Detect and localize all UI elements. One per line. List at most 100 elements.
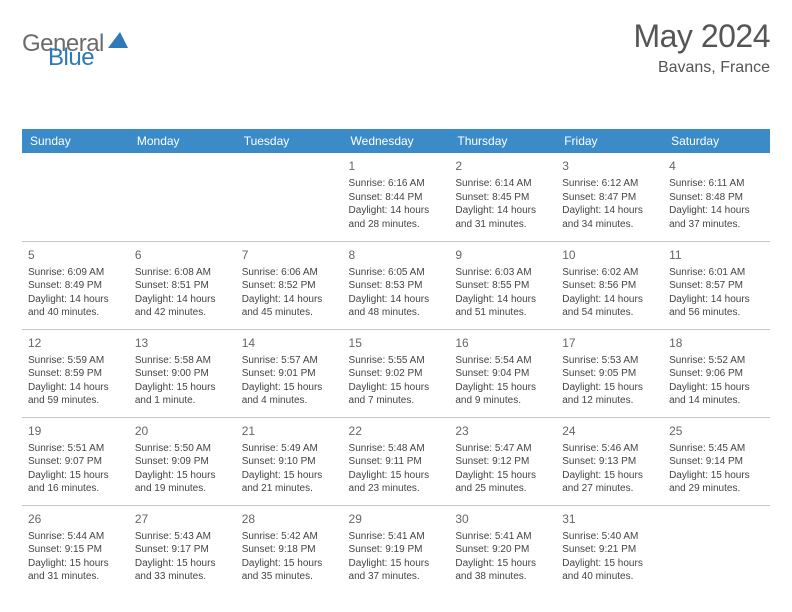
sunset-line: Sunset: 9:11 PM [349, 455, 444, 469]
sunrise-line: Sunrise: 5:51 AM [28, 442, 123, 456]
sunset-line: Sunset: 8:51 PM [135, 279, 230, 293]
day-number: 28 [242, 511, 337, 527]
day-number: 8 [349, 247, 444, 263]
day-number: 25 [669, 423, 764, 439]
daylight-line: Daylight: 15 hours and 1 minute. [135, 381, 230, 408]
sunset-line: Sunset: 9:13 PM [562, 455, 657, 469]
weekday-header: Tuesday [236, 129, 343, 153]
sunrise-line: Sunrise: 6:16 AM [349, 177, 444, 191]
sunrise-line: Sunrise: 5:40 AM [562, 530, 657, 544]
weekday-header-row: SundayMondayTuesdayWednesdayThursdayFrid… [22, 129, 770, 153]
day-number: 21 [242, 423, 337, 439]
logo-text-blue: Blue [48, 44, 94, 71]
sunset-line: Sunset: 8:52 PM [242, 279, 337, 293]
sunset-line: Sunset: 9:02 PM [349, 367, 444, 381]
daylight-line: Daylight: 15 hours and 7 minutes. [349, 381, 444, 408]
sunset-line: Sunset: 8:59 PM [28, 367, 123, 381]
calendar-day-cell: 2Sunrise: 6:14 AMSunset: 8:45 PMDaylight… [449, 153, 556, 241]
calendar-day-cell: 21Sunrise: 5:49 AMSunset: 9:10 PMDayligh… [236, 417, 343, 505]
daylight-line: Daylight: 14 hours and 56 minutes. [669, 293, 764, 320]
day-number: 14 [242, 335, 337, 351]
day-number: 16 [455, 335, 550, 351]
sunset-line: Sunset: 9:20 PM [455, 543, 550, 557]
calendar-day-cell: 4Sunrise: 6:11 AMSunset: 8:48 PMDaylight… [663, 153, 770, 241]
day-number: 3 [562, 158, 657, 174]
calendar-day-cell: 6Sunrise: 6:08 AMSunset: 8:51 PMDaylight… [129, 241, 236, 329]
daylight-line: Daylight: 15 hours and 27 minutes. [562, 469, 657, 496]
sunset-line: Sunset: 8:48 PM [669, 191, 764, 205]
sunrise-line: Sunrise: 5:48 AM [349, 442, 444, 456]
sunset-line: Sunset: 9:18 PM [242, 543, 337, 557]
sunset-line: Sunset: 9:21 PM [562, 543, 657, 557]
day-number: 5 [28, 247, 123, 263]
logo-triangle-icon [108, 32, 128, 53]
sunset-line: Sunset: 9:14 PM [669, 455, 764, 469]
calendar-day-cell: 23Sunrise: 5:47 AMSunset: 9:12 PMDayligh… [449, 417, 556, 505]
daylight-line: Daylight: 15 hours and 31 minutes. [28, 557, 123, 584]
sunrise-line: Sunrise: 5:41 AM [349, 530, 444, 544]
sunset-line: Sunset: 9:17 PM [135, 543, 230, 557]
daylight-line: Daylight: 15 hours and 12 minutes. [562, 381, 657, 408]
day-number: 30 [455, 511, 550, 527]
daylight-line: Daylight: 14 hours and 48 minutes. [349, 293, 444, 320]
sunset-line: Sunset: 8:56 PM [562, 279, 657, 293]
day-number: 27 [135, 511, 230, 527]
sunrise-line: Sunrise: 5:54 AM [455, 354, 550, 368]
calendar-day-cell: 29Sunrise: 5:41 AMSunset: 9:19 PMDayligh… [343, 505, 450, 593]
calendar-week-row: 12Sunrise: 5:59 AMSunset: 8:59 PMDayligh… [22, 329, 770, 417]
day-number: 9 [455, 247, 550, 263]
calendar-day-cell: 26 Sunrise: 5:44 AMSunset: 9:15 PMDayligh… [22, 505, 129, 593]
daylight-line: Daylight: 15 hours and 29 minutes. [669, 469, 764, 496]
day-number: 6 [135, 247, 230, 263]
sunrise-line: Sunrise: 5:59 AM [28, 354, 123, 368]
sunrise-line: Sunrise: 5:43 AM [135, 530, 230, 544]
calendar-day-cell: 11Sunrise: 6:01 AMSunset: 8:57 PMDayligh… [663, 241, 770, 329]
sunrise-line: Sunrise: 5:47 AM [455, 442, 550, 456]
daylight-line: Daylight: 15 hours and 16 minutes. [28, 469, 123, 496]
calendar-week-row: 26Sunrise: 5:44 AMSunset: 9:15 PMDayligh… [22, 505, 770, 593]
sunrise-line: Sunrise: 5:58 AM [135, 354, 230, 368]
daylight-line: Daylight: 15 hours and 40 minutes. [562, 557, 657, 584]
sunrise-line: Sunrise: 6:11 AM [669, 177, 764, 191]
sunrise-line: Sunrise: 5:57 AM [242, 354, 337, 368]
day-number: 23 [455, 423, 550, 439]
sunrise-line: Sunrise: 5:41 AM [455, 530, 550, 544]
sunrise-line: Sunrise: 6:01 AM [669, 266, 764, 280]
calendar-day-cell: 1Sunrise: 6:16 AMSunset: 8:44 PMDaylight… [343, 153, 450, 241]
day-number: 22 [349, 423, 444, 439]
sunrise-line: Sunrise: 5:50 AM [135, 442, 230, 456]
daylight-line: Daylight: 15 hours and 21 minutes. [242, 469, 337, 496]
sunset-line: Sunset: 9:06 PM [669, 367, 764, 381]
daylight-line: Daylight: 15 hours and 35 minutes. [242, 557, 337, 584]
daylight-line: Daylight: 14 hours and 45 minutes. [242, 293, 337, 320]
sunrise-line: Sunrise: 6:05 AM [349, 266, 444, 280]
weekday-header: Thursday [449, 129, 556, 153]
day-number: 13 [135, 335, 230, 351]
sunrise-line: Sunrise: 6:12 AM [562, 177, 657, 191]
sunset-line: Sunset: 9:07 PM [28, 455, 123, 469]
day-number: 7 [242, 247, 337, 263]
calendar-day-cell: 24Sunrise: 5:46 AMSunset: 9:13 PMDayligh… [556, 417, 663, 505]
sunrise-line: Sunrise: 5:42 AM [242, 530, 337, 544]
calendar-week-row: 1Sunrise: 6:16 AMSunset: 8:44 PMDaylight… [22, 153, 770, 241]
calendar-day-cell: 22Sunrise: 5:48 AMSunset: 9:11 PMDayligh… [343, 417, 450, 505]
header: General May 2024 Bavans, France [22, 18, 770, 77]
calendar-day-cell: 8Sunrise: 6:05 AMSunset: 8:53 PMDaylight… [343, 241, 450, 329]
calendar-table: SundayMondayTuesdayWednesdayThursdayFrid… [22, 129, 770, 593]
sunset-line: Sunset: 8:57 PM [669, 279, 764, 293]
sunset-line: Sunset: 9:10 PM [242, 455, 337, 469]
day-number: 4 [669, 158, 764, 174]
day-number: 19 [28, 423, 123, 439]
sunset-line: Sunset: 8:55 PM [455, 279, 550, 293]
sunset-line: Sunset: 8:49 PM [28, 279, 123, 293]
sunrise-line: Sunrise: 5:44 AM [28, 530, 123, 544]
page-subtitle: Bavans, France [633, 59, 770, 77]
logo-text-blue-wrap: Blue [48, 44, 94, 72]
sunrise-line: Sunrise: 5:53 AM [562, 354, 657, 368]
sunrise-line: Sunrise: 5:45 AM [669, 442, 764, 456]
day-number: 2 [455, 158, 550, 174]
day-number: 17 [562, 335, 657, 351]
sunset-line: Sunset: 9:15 PM [28, 543, 123, 557]
sunrise-line: Sunrise: 5:52 AM [669, 354, 764, 368]
day-number: 26 [28, 511, 123, 527]
